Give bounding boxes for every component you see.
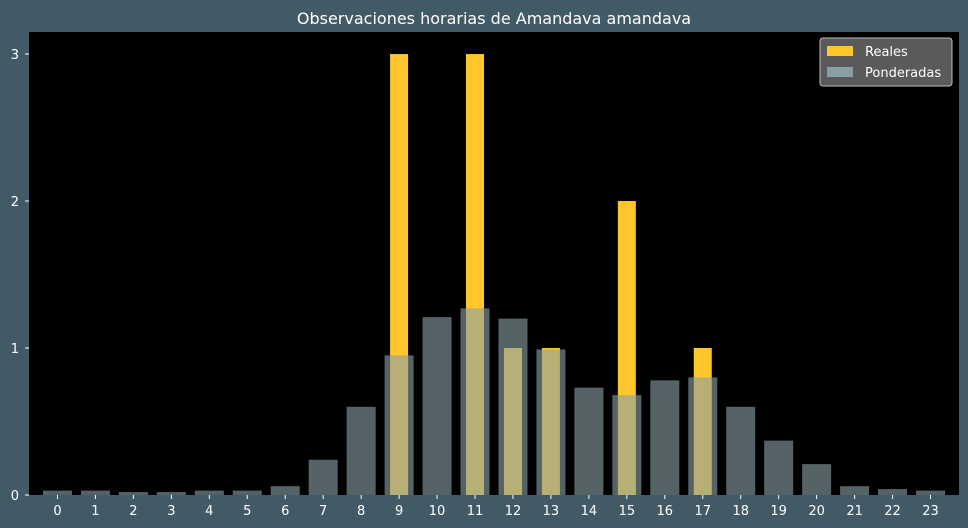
bars-layer <box>42 54 946 496</box>
bar-ponderadas <box>118 492 148 495</box>
x-tick-label: 11 <box>467 504 484 519</box>
x-tick-label: 22 <box>884 504 901 519</box>
x-tick-label: 10 <box>429 504 446 519</box>
x-tick-label: 20 <box>808 504 825 519</box>
x-tick-label: 18 <box>732 504 749 519</box>
y-tick-label: 0 <box>11 489 19 504</box>
bar-ponderadas <box>232 490 262 495</box>
x-tick-label: 21 <box>846 504 863 519</box>
y-tick-label: 3 <box>11 48 19 63</box>
x-tick-label: 15 <box>619 504 636 519</box>
x-tick-label: 17 <box>694 504 711 519</box>
x-tick-label: 7 <box>319 504 327 519</box>
bar-ponderadas <box>422 317 452 495</box>
x-tick-label: 16 <box>657 504 674 519</box>
bar-ponderadas <box>726 406 756 495</box>
bar-ponderadas <box>840 486 870 495</box>
bar-ponderadas <box>270 486 300 495</box>
bar-ponderadas <box>916 490 946 495</box>
legend-label-reales: Reales <box>865 45 908 60</box>
x-tick-label: 4 <box>205 504 213 519</box>
bar-ponderadas <box>650 380 680 495</box>
bar-ponderadas <box>688 377 718 495</box>
x-tick-label: 19 <box>770 504 787 519</box>
bar-ponderadas <box>156 492 186 495</box>
y-tick-label: 2 <box>11 195 19 210</box>
legend-label-ponderadas: Ponderadas <box>865 66 941 81</box>
x-tick-label: 14 <box>581 504 598 519</box>
axes-layer: 0 1 2 3 4 5 6 7 8 9 10 11 12 13 14 15 16 17 18 19 20 21 22 2301… <box>11 48 939 519</box>
legend-swatch-ponderadas <box>827 67 853 77</box>
y-tick-label: 1 <box>11 342 19 357</box>
bar-ponderadas <box>194 490 224 495</box>
x-tick-label: 6 <box>281 504 289 519</box>
plot-area <box>29 32 959 495</box>
x-tick-label: 5 <box>243 504 251 519</box>
x-tick-label: 3 <box>167 504 175 519</box>
x-tick-label: 1 <box>91 504 99 519</box>
x-tick-label: 2 <box>129 504 137 519</box>
bar-ponderadas <box>536 349 566 495</box>
bar-ponderadas <box>802 464 832 495</box>
bar-ponderadas <box>384 355 414 495</box>
x-tick-label: 8 <box>357 504 365 519</box>
bar-ponderadas <box>612 395 642 495</box>
x-tick-label: 23 <box>922 504 939 519</box>
bar-ponderadas <box>764 440 794 495</box>
legend: Reales Ponderadas <box>819 37 953 87</box>
bar-ponderadas <box>574 387 604 495</box>
x-tick-label: 0 <box>53 504 61 519</box>
x-tick-label: 13 <box>543 504 560 519</box>
legend-swatch-reales <box>827 46 853 56</box>
x-tick-label: 12 <box>505 504 522 519</box>
bar-ponderadas <box>346 406 376 495</box>
bar-ponderadas <box>308 459 338 495</box>
x-tick-label: 9 <box>395 504 403 519</box>
bar-ponderadas <box>498 318 528 495</box>
chart-title: Observaciones horarias de Amandava amand… <box>297 9 691 28</box>
bar-ponderadas <box>878 489 908 495</box>
bar-ponderadas <box>80 490 110 495</box>
bar-ponderadas <box>460 308 490 495</box>
bar-ponderadas <box>42 490 72 495</box>
